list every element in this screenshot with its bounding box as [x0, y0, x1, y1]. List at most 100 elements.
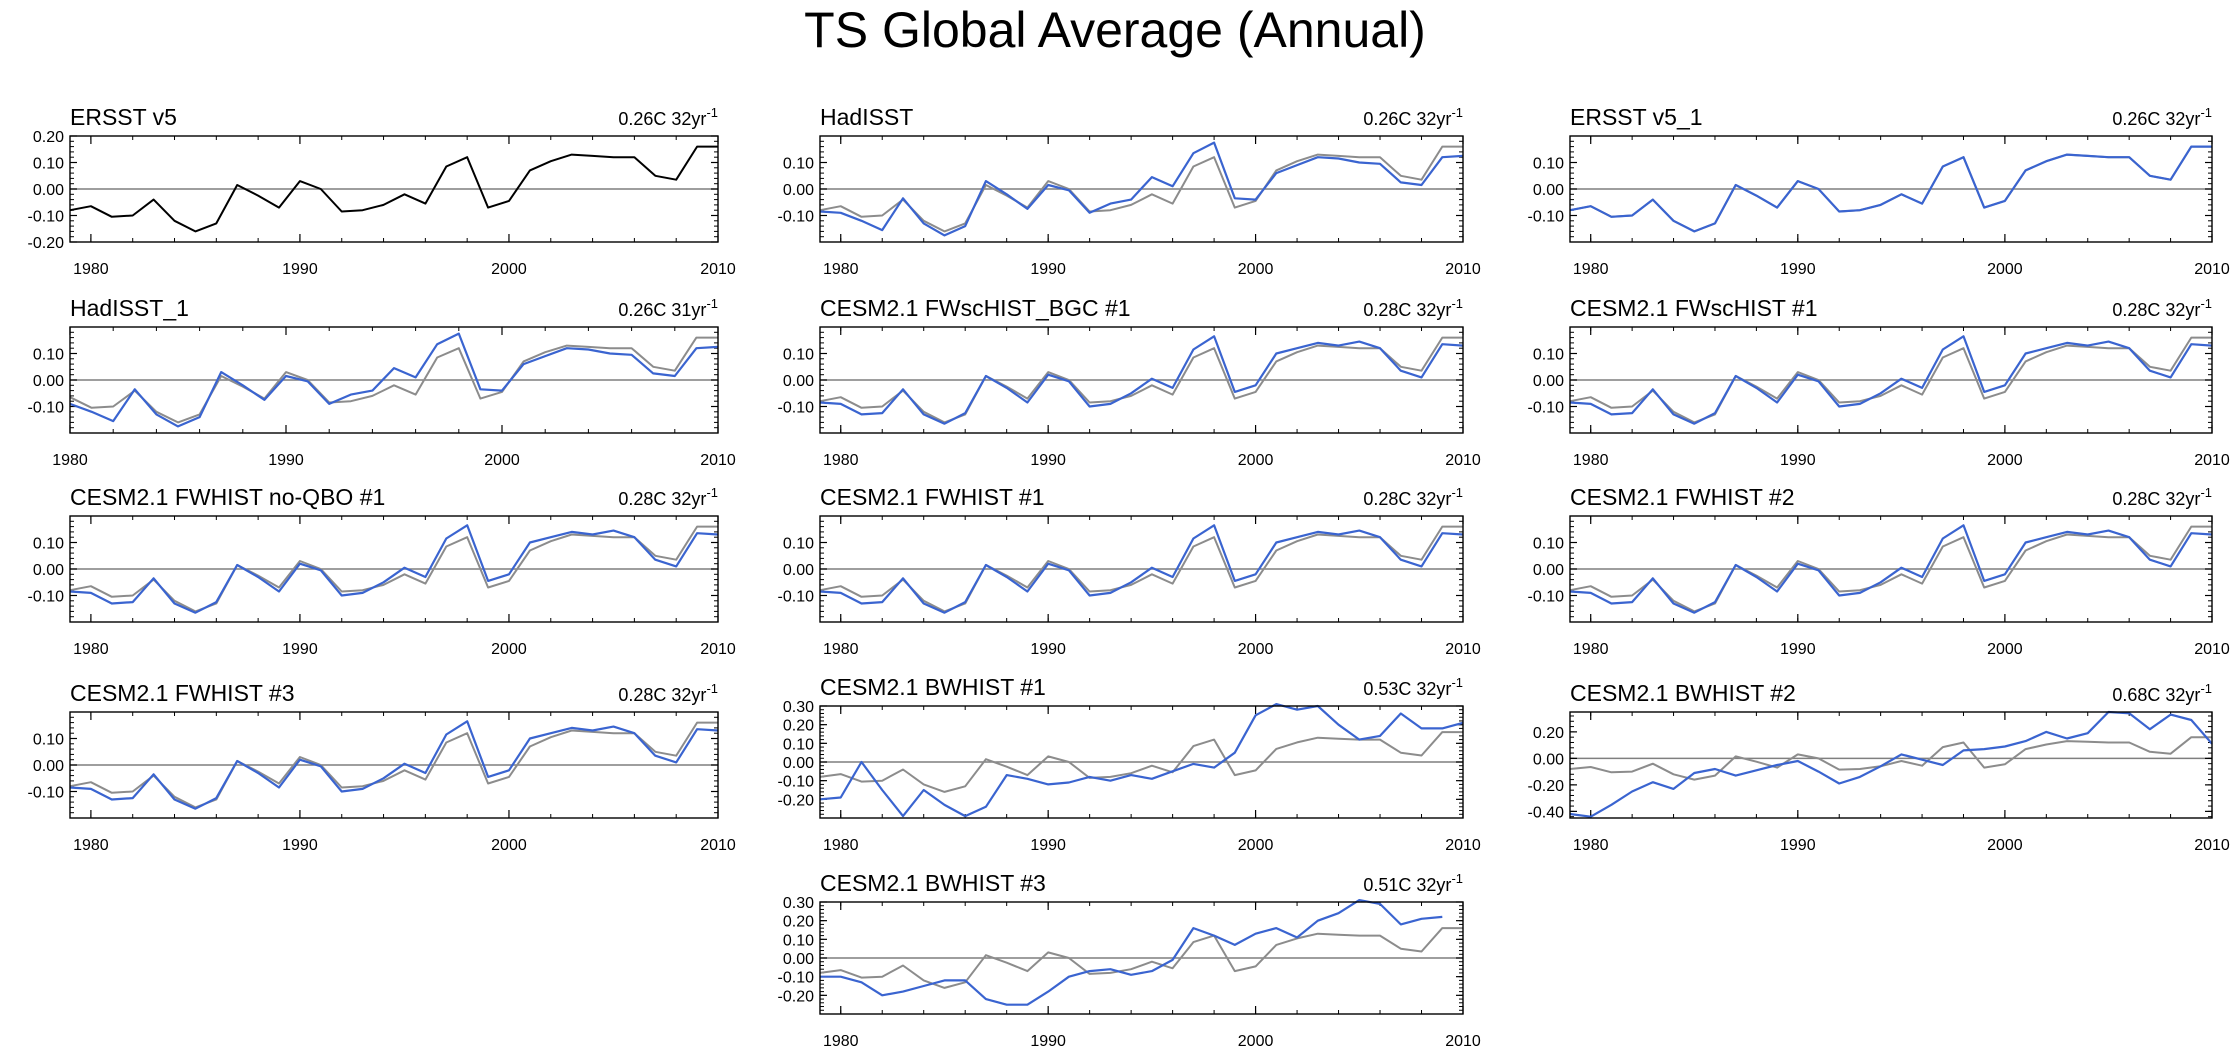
- y-tick-label: 0.00: [783, 373, 814, 390]
- series-line-model: [1569, 335, 2213, 425]
- series-line-model: [819, 335, 1464, 425]
- y-tick-label: 0.00: [783, 562, 814, 579]
- series-line-reference-overlay: [819, 927, 1463, 989]
- x-tick-label: 2000: [1238, 1033, 1274, 1050]
- x-tick-label: 1990: [1780, 261, 1816, 278]
- trend-exponent: -1: [706, 485, 718, 500]
- y-tick-label: -0.10: [778, 774, 815, 791]
- plot-frame: [1569, 711, 2213, 819]
- trend-exponent: -1: [1451, 296, 1463, 311]
- trend-value: 0.26C 32yr: [2112, 109, 2200, 129]
- trend-exponent: -1: [706, 296, 718, 311]
- y-tick-label: -0.20: [28, 235, 65, 252]
- y-tick-label: -0.10: [778, 970, 815, 987]
- x-tick-label: 2010: [1445, 1033, 1481, 1050]
- panel-2: HadISST 0.26C 32yr-1 0.10 0.00 -0.10 1980 1990…: [778, 104, 1481, 278]
- x-tick-label: 2000: [1238, 452, 1274, 469]
- x-tick-label: 2000: [1987, 641, 2023, 658]
- panel-title: HadISST: [820, 104, 913, 130]
- x-tick-label: 1990: [282, 261, 318, 278]
- panel-title: CESM2.1 FWscHIST #1: [1570, 295, 1818, 321]
- plot-frame: [69, 135, 719, 243]
- y-tick-label: 0.20: [783, 914, 814, 931]
- panel-11: CESM2.1 BWHIST #1 0.53C 32yr-1 0.30 0.200.1…: [778, 674, 1481, 854]
- x-tick-label: 2010: [1445, 452, 1481, 469]
- trend-exponent: -1: [1451, 485, 1463, 500]
- trend-label: 0.28C 32yr-1: [1363, 296, 1463, 320]
- panel-title: ERSST v5: [70, 104, 177, 130]
- x-tick-label: 1990: [1030, 837, 1066, 854]
- plot-frame: [819, 326, 1464, 434]
- y-tick-label: -0.10: [778, 209, 815, 226]
- x-tick-label: 1990: [282, 837, 318, 854]
- panel-3: ERSST v5_1 0.26C 32yr-1 0.10 0.00 -0.10 1980 1…: [1528, 104, 2230, 278]
- series-line-model: [1569, 145, 2212, 233]
- plot-frame: [1569, 515, 2213, 623]
- plot-frame: [69, 515, 719, 623]
- plot-frame: [819, 901, 1464, 1015]
- trend-value: 0.51C 32yr: [1363, 875, 1451, 895]
- trend-exponent: -1: [2200, 681, 2212, 696]
- trend-exponent: -1: [706, 681, 718, 696]
- x-tick-label: 2010: [700, 641, 736, 658]
- y-tick-label: -0.10: [778, 589, 815, 606]
- trend-value: 0.28C 32yr: [1363, 300, 1451, 320]
- x-tick-label: 2000: [1238, 837, 1274, 854]
- panel-title: CESM2.1 FWscHIST_BGC #1: [820, 295, 1131, 321]
- panel-title: CESM2.1 FWHIST #2: [1570, 484, 1795, 510]
- series-line-reference-overlay: [819, 525, 1463, 613]
- x-tick-label: 1990: [1780, 641, 1816, 658]
- x-tick-label: 1990: [1030, 261, 1066, 278]
- x-tick-label: 1980: [823, 1033, 859, 1050]
- x-tick-label: 2000: [491, 837, 527, 854]
- y-tick-label: -0.20: [778, 792, 815, 809]
- series-line-reference-overlay: [1569, 736, 2212, 781]
- series-line-model: [69, 720, 719, 810]
- figure-title: TS Global Average (Annual): [804, 2, 1426, 58]
- x-tick-label: 1990: [282, 641, 318, 658]
- y-tick-label: 0.10: [1533, 347, 1564, 364]
- x-tick-label: 1980: [1573, 641, 1609, 658]
- series-line-model: [1569, 524, 2213, 614]
- trend-label: 0.53C 32yr-1: [1363, 675, 1463, 699]
- plot-frame: [819, 515, 1464, 623]
- y-tick-label: 0.10: [33, 156, 64, 173]
- series-line-model: [69, 524, 719, 614]
- x-tick-label: 1980: [823, 641, 859, 658]
- y-tick-label: 0.10: [783, 736, 814, 753]
- x-tick-label: 1990: [1780, 837, 1816, 854]
- series-line-reference-overlay: [69, 336, 718, 424]
- x-tick-label: 2010: [1445, 261, 1481, 278]
- x-tick-label: 1980: [823, 452, 859, 469]
- y-tick-label: 0.00: [783, 951, 814, 968]
- plot-frame: [819, 705, 1464, 819]
- y-tick-label: 0.30: [783, 699, 814, 716]
- trend-label: 0.26C 32yr-1: [2112, 105, 2212, 129]
- x-tick-label: 2000: [1987, 837, 2023, 854]
- series-line-model: [819, 524, 1464, 614]
- x-tick-label: 1980: [73, 641, 109, 658]
- trend-label: 0.26C 32yr-1: [1363, 105, 1463, 129]
- y-tick-label: 0.10: [33, 732, 64, 749]
- x-tick-label: 1980: [1573, 837, 1609, 854]
- trend-exponent: -1: [1451, 871, 1463, 886]
- y-tick-label: 0.00: [33, 758, 64, 775]
- trend-exponent: -1: [706, 105, 718, 120]
- plot-frame: [69, 326, 719, 434]
- y-tick-label: 0.10: [783, 347, 814, 364]
- series-line-reference-overlay: [69, 525, 718, 613]
- trend-value: 0.26C 32yr: [618, 109, 706, 129]
- series-line-reference-overlay: [819, 731, 1463, 793]
- y-tick-label: -0.10: [1528, 400, 1565, 417]
- trend-value: 0.26C 31yr: [618, 300, 706, 320]
- trend-label: 0.28C 32yr-1: [2112, 485, 2212, 509]
- y-tick-label: 0.20: [1533, 725, 1564, 742]
- x-tick-label: 2010: [2194, 452, 2230, 469]
- trend-label: 0.68C 32yr-1: [2112, 681, 2212, 705]
- panel-8: CESM2.1 FWHIST #1 0.28C 32yr-1 0.10 0.00 -0.…: [778, 484, 1481, 658]
- plot-frame: [819, 135, 1464, 243]
- trend-label: 0.51C 32yr-1: [1363, 871, 1463, 895]
- y-tick-label: 0.00: [33, 373, 64, 390]
- trend-value: 0.53C 32yr: [1363, 679, 1451, 699]
